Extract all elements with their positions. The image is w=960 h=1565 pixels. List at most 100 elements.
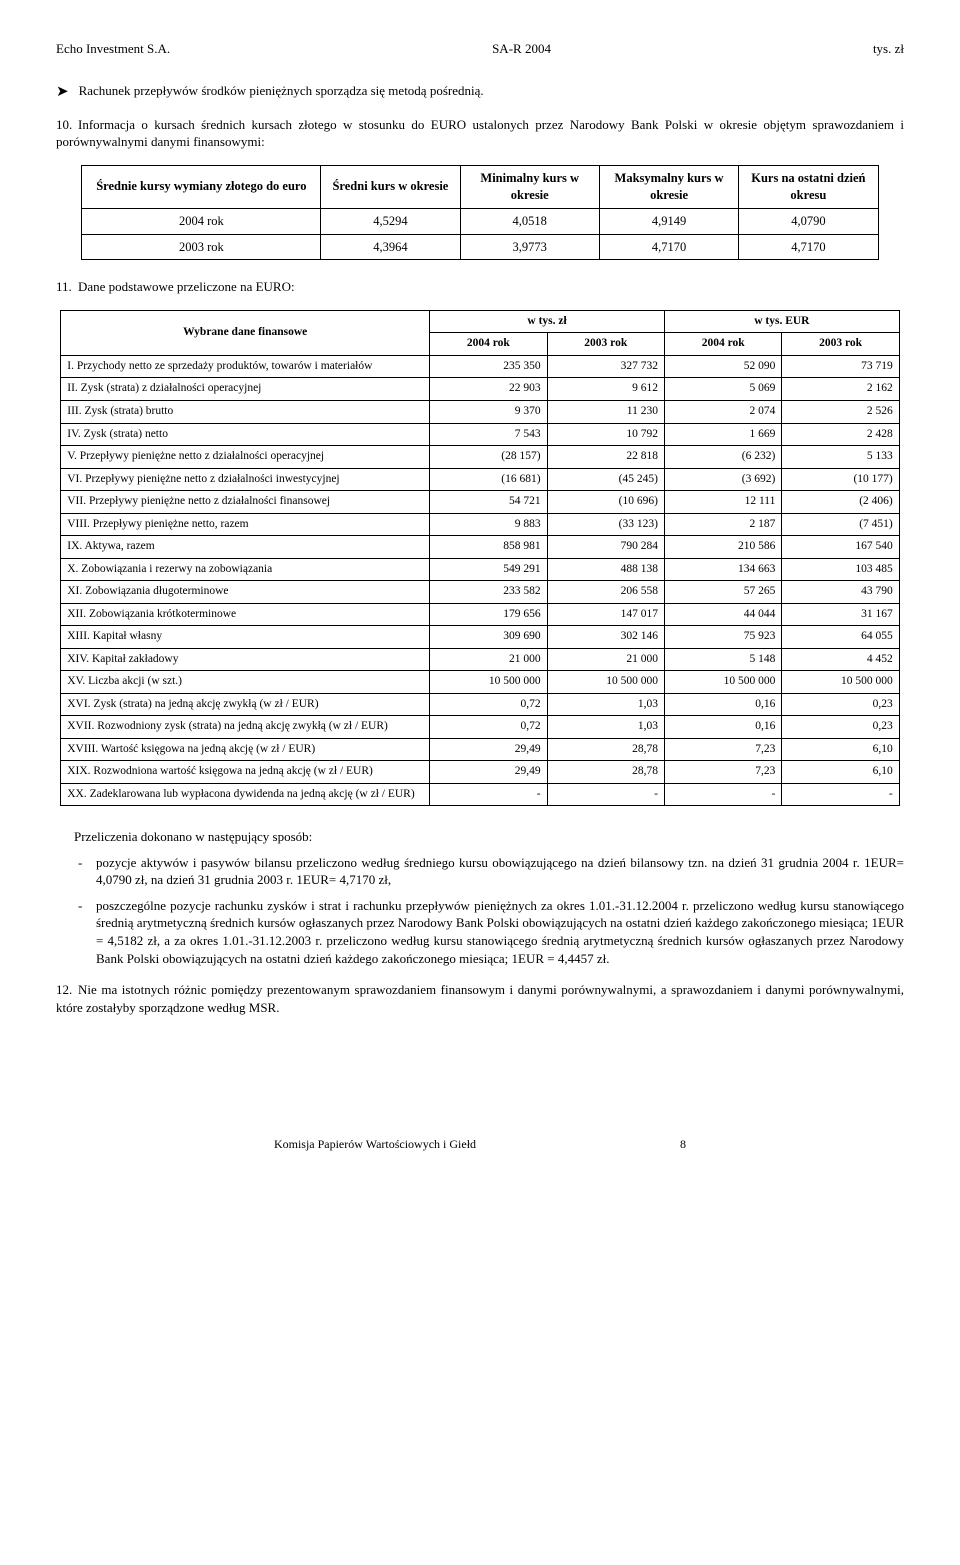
fin-cell: 790 284 <box>547 536 664 559</box>
fin-cell: 327 732 <box>547 355 664 378</box>
fin-cell: 31 167 <box>782 603 899 626</box>
fin-cell: 10 500 000 <box>664 671 781 694</box>
rates-h4: Kurs na ostatni dzień okresu <box>739 165 878 208</box>
table-row: III. Zysk (strata) brutto9 37011 2302 07… <box>61 401 900 424</box>
rates-cell: 4,0790 <box>739 208 878 234</box>
fin-cell: 9 370 <box>430 401 547 424</box>
fin-cell: - <box>782 783 899 806</box>
table-row: XIX. Rozwodniona wartość księgowa na jed… <box>61 761 900 784</box>
fin-cell: 10 792 <box>547 423 664 446</box>
financial-data-table: Wybrane dane finansowe w tys. zł w tys. … <box>60 310 900 806</box>
fin-row-label: II. Zysk (strata) z działalności operacy… <box>61 378 430 401</box>
fin-cell: (45 245) <box>547 468 664 491</box>
fin-cell: (33 123) <box>547 513 664 536</box>
fin-cell: 206 558 <box>547 581 664 604</box>
fin-cell: 57 265 <box>664 581 781 604</box>
fin-cell: - <box>664 783 781 806</box>
rates-cell: 4,7170 <box>739 234 878 260</box>
fin-cell: (2 406) <box>782 491 899 514</box>
fin-cell: 0,23 <box>782 693 899 716</box>
header-left: Echo Investment S.A. <box>56 40 170 58</box>
fin-cell: 309 690 <box>430 626 547 649</box>
fin-header-row-1: Wybrane dane finansowe w tys. zł w tys. … <box>61 310 900 333</box>
table-row: XIV. Kapitał zakładowy21 00021 0005 1484… <box>61 648 900 671</box>
fin-cell: 7,23 <box>664 761 781 784</box>
fin-cell: 54 721 <box>430 491 547 514</box>
calc-intro: Przeliczenia dokonano w następujący spos… <box>74 828 904 846</box>
arrow-icon: ➤ <box>56 82 69 102</box>
fin-cell: (10 177) <box>782 468 899 491</box>
section-12-text: Nie ma istotnych różnic pomiędzy prezent… <box>56 982 904 1015</box>
fin-cell: 5 148 <box>664 648 781 671</box>
fin-row-label: XVI. Zysk (strata) na jedną akcję zwykłą… <box>61 693 430 716</box>
fin-row-label: XV. Liczba akcji (w szt.) <box>61 671 430 694</box>
fin-row-label: XII. Zobowiązania krótkoterminowe <box>61 603 430 626</box>
fin-cell: 235 350 <box>430 355 547 378</box>
table-row: XVI. Zysk (strata) na jedną akcję zwykłą… <box>61 693 900 716</box>
fin-cell: 22 903 <box>430 378 547 401</box>
fin-cell: 2 162 <box>782 378 899 401</box>
fin-cell: (28 157) <box>430 446 547 469</box>
section-12: 12.Nie ma istotnych różnic pomiędzy prez… <box>56 981 904 1016</box>
fin-cell: - <box>547 783 664 806</box>
rates-cell: 4,5294 <box>321 208 460 234</box>
rates-h3: Maksymalny kurs w okresie <box>599 165 738 208</box>
table-row: XIII. Kapitał własny309 690302 14675 923… <box>61 626 900 649</box>
fin-row-label: IX. Aktywa, razem <box>61 536 430 559</box>
list-item: poszczególne pozycje rachunku zysków i s… <box>74 897 904 967</box>
fin-cell: 179 656 <box>430 603 547 626</box>
rates-header-row: Średnie kursy wymiany złotego do euro Śr… <box>82 165 878 208</box>
fin-cell: 10 500 000 <box>547 671 664 694</box>
table-row: I. Przychody netto ze sprzedaży produktó… <box>61 355 900 378</box>
fin-cell: 5 069 <box>664 378 781 401</box>
fin-cell: 2 074 <box>664 401 781 424</box>
rates-cell: 4,0518 <box>460 208 599 234</box>
section-11-num: 11. <box>56 278 78 296</box>
fin-cell: 302 146 <box>547 626 664 649</box>
fin-row-label: VIII. Przepływy pieniężne netto, razem <box>61 513 430 536</box>
fin-cell: 0,23 <box>782 716 899 739</box>
fin-row-label: XX. Zadeklarowana lub wypłacona dywidend… <box>61 783 430 806</box>
fin-cell: 6,10 <box>782 738 899 761</box>
fin-sub-1: 2003 rok <box>547 333 664 356</box>
fin-row-label: XVII. Rozwodniony zysk (strata) na jedną… <box>61 716 430 739</box>
fin-cell: 29,49 <box>430 738 547 761</box>
fin-cell: 12 111 <box>664 491 781 514</box>
fin-cell: 103 485 <box>782 558 899 581</box>
fin-cell: 4 452 <box>782 648 899 671</box>
rates-row-label: 2004 rok <box>82 208 321 234</box>
fin-cell: (10 696) <box>547 491 664 514</box>
table-row: XX. Zadeklarowana lub wypłacona dywidend… <box>61 783 900 806</box>
fin-cell: 52 090 <box>664 355 781 378</box>
fin-row-label: XIII. Kapitał własny <box>61 626 430 649</box>
table-row: XVIII. Wartość księgowa na jedną akcję (… <box>61 738 900 761</box>
rates-row-label: 2003 rok <box>82 234 321 260</box>
fin-row-label: XIX. Rozwodniona wartość księgowa na jed… <box>61 761 430 784</box>
rates-cell: 3,9773 <box>460 234 599 260</box>
fin-cell: 21 000 <box>430 648 547 671</box>
fin-cell: (3 692) <box>664 468 781 491</box>
fin-sub-3: 2003 rok <box>782 333 899 356</box>
table-row: VI. Przepływy pieniężne netto z działaln… <box>61 468 900 491</box>
table-row: II. Zysk (strata) z działalności operacy… <box>61 378 900 401</box>
fin-cell: 22 818 <box>547 446 664 469</box>
table-row: IX. Aktywa, razem858 981790 284210 58616… <box>61 536 900 559</box>
footer-text: Komisja Papierów Wartościowych i Giełd <box>274 1137 476 1151</box>
rates-h1: Średni kurs w okresie <box>321 165 460 208</box>
section-10-num: 10. <box>56 116 78 134</box>
fin-cell: 6,10 <box>782 761 899 784</box>
table-row: 2003 rok4,39643,97734,71704,7170 <box>82 234 878 260</box>
fin-cell: - <box>430 783 547 806</box>
fin-cell: 28,78 <box>547 738 664 761</box>
fin-cell: 167 540 <box>782 536 899 559</box>
fin-cell: 134 663 <box>664 558 781 581</box>
fin-cell: 64 055 <box>782 626 899 649</box>
table-row: IV. Zysk (strata) netto7 54310 7921 6692… <box>61 423 900 446</box>
fin-cell: 0,72 <box>430 693 547 716</box>
rates-cell: 4,7170 <box>599 234 738 260</box>
fin-cell: 29,49 <box>430 761 547 784</box>
table-row: X. Zobowiązania i rezerwy na zobowiązani… <box>61 558 900 581</box>
fin-header-group-1: w tys. zł <box>430 310 665 333</box>
fin-cell: 43 790 <box>782 581 899 604</box>
fin-header-label: Wybrane dane finansowe <box>61 310 430 355</box>
